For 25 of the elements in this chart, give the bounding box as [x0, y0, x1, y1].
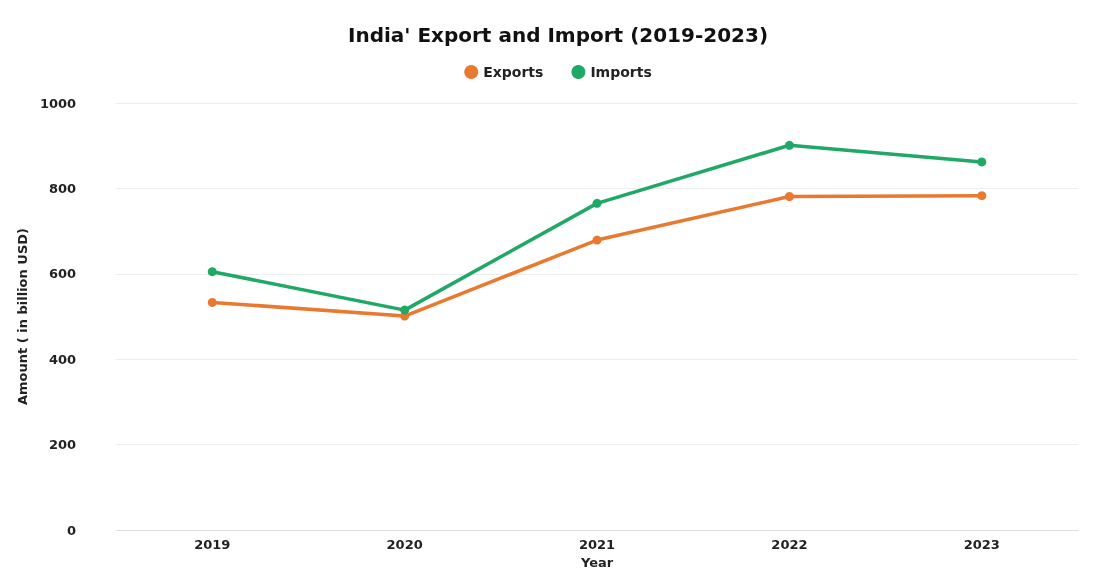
point — [207, 267, 217, 277]
y-tick-label: 600 — [48, 266, 77, 282]
y-tick-label: 400 — [48, 351, 77, 367]
point — [784, 140, 794, 150]
y-tick-label: 1000 — [39, 95, 77, 111]
point — [592, 235, 602, 245]
legend-label: Exports — [483, 64, 544, 80]
x-tick-label: 2021 — [578, 537, 616, 552]
y-tick-label: 0 — [67, 522, 77, 538]
x-tick-label: 2020 — [386, 537, 423, 552]
x-tick-label: 2023 — [963, 537, 1000, 552]
point — [207, 297, 217, 307]
x-tick-label: 2019 — [194, 537, 231, 552]
chart-title: India' Export and Import (2019-2023) — [347, 23, 769, 47]
point — [784, 192, 794, 202]
x-axis-title: Year — [579, 555, 614, 570]
y-tick-label: 800 — [48, 180, 77, 196]
x-tick-label: 2022 — [771, 537, 808, 552]
y-tick-label: 200 — [48, 437, 77, 453]
point — [400, 305, 410, 315]
legend-label: Imports — [590, 64, 652, 80]
y-axis-title: Amount ( in billion USD) — [15, 228, 30, 405]
point — [592, 198, 602, 208]
point — [977, 157, 987, 167]
point — [977, 191, 987, 201]
